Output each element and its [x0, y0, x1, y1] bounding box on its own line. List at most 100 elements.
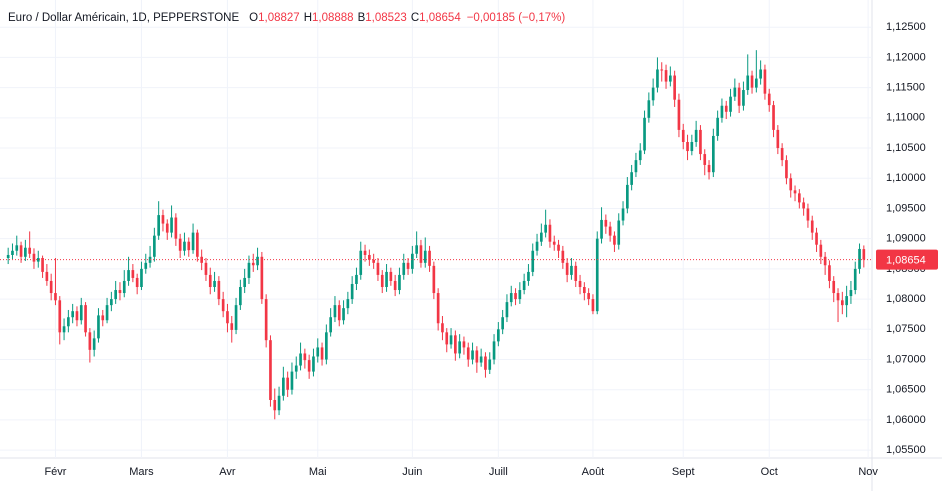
candle-body	[462, 341, 466, 348]
candle-body	[230, 323, 234, 330]
candle-body	[105, 305, 109, 321]
candle-body	[316, 347, 320, 357]
candle-body	[294, 365, 298, 372]
candle-body	[243, 277, 246, 288]
candle-body	[716, 117, 719, 136]
candle-body	[41, 258, 44, 272]
y-tick-label: 1,11000	[886, 112, 925, 124]
candle-body	[204, 262, 208, 275]
candle-body	[853, 268, 857, 291]
candle-body	[329, 317, 332, 333]
x-tick-label: Févr	[44, 466, 66, 478]
candle-body	[595, 238, 599, 312]
candle-body	[226, 311, 229, 324]
ohlc-key: B	[358, 12, 366, 24]
candle-body	[755, 78, 758, 88]
x-tick-label: Nov	[858, 466, 878, 478]
candle-body	[690, 141, 694, 152]
candle-body	[432, 265, 436, 294]
candle-body	[509, 293, 513, 303]
candle-body	[802, 202, 805, 209]
candle-body	[376, 262, 380, 275]
candle-body	[819, 244, 823, 257]
candle-body	[170, 217, 173, 233]
candle-body	[260, 256, 264, 300]
candle-body	[810, 220, 814, 233]
candle-body	[402, 262, 406, 275]
candle-body	[135, 277, 139, 288]
candle-body	[535, 241, 539, 251]
y-tick-label: 1,08000	[886, 293, 926, 305]
x-tick-label: Juin	[402, 466, 422, 478]
candle-body	[118, 290, 122, 294]
y-tick-label: 1,12000	[886, 51, 926, 63]
y-tick-label: 1,11500	[886, 82, 925, 94]
candle-body	[720, 105, 724, 118]
candle-body	[157, 215, 160, 236]
candle-body	[144, 262, 148, 269]
candle-body	[712, 135, 715, 173]
candle-body	[600, 219, 603, 239]
y-tick-label: 1,07500	[886, 323, 926, 335]
candle-body	[454, 335, 457, 354]
candle-body	[828, 265, 831, 281]
ohlc-key: O	[249, 12, 258, 24]
candle-body	[393, 280, 397, 291]
candle-body	[737, 87, 741, 106]
candle-body	[419, 245, 423, 263]
candle-body	[363, 250, 367, 255]
candle-body	[849, 290, 853, 297]
candle-body	[763, 69, 767, 94]
candle-body	[239, 287, 242, 306]
candle-body	[264, 299, 268, 341]
y-tick-label: 1,12500	[886, 21, 926, 33]
candle-body	[677, 99, 681, 130]
candle-body	[58, 300, 62, 333]
candle-body	[337, 305, 341, 321]
candle-body	[750, 75, 754, 88]
candle-body	[686, 141, 689, 152]
chart-title: Euro / Dollar Américain, 1D, PEPPERSTONE	[8, 12, 239, 24]
candle-body	[333, 305, 337, 318]
candle-body	[423, 250, 427, 263]
candle-body	[355, 274, 358, 284]
candle-body	[449, 335, 453, 345]
candle-body	[389, 271, 393, 281]
candle-body	[492, 341, 496, 360]
y-tick-label: 1,06000	[886, 414, 926, 426]
candle-body	[570, 265, 573, 275]
candle-body	[187, 241, 191, 251]
candle-body	[131, 270, 135, 278]
candle-body	[101, 315, 105, 321]
candle-body	[488, 359, 492, 370]
candle-body	[578, 280, 582, 288]
candle-body	[161, 215, 165, 224]
candle-body	[660, 69, 664, 71]
x-tick-label: Juill	[489, 466, 508, 478]
candle-body	[273, 399, 277, 411]
candles	[0, 50, 872, 420]
x-tick-label: Avr	[219, 466, 236, 478]
candle-body	[45, 271, 49, 281]
candle-body	[28, 247, 32, 254]
candle-body	[153, 235, 156, 257]
candle-body	[458, 341, 461, 354]
y-tick-label: 1,06500	[886, 384, 926, 396]
ohlc-value: 1,08654	[419, 12, 461, 24]
candle-body	[441, 323, 444, 333]
candle-body	[587, 293, 590, 300]
candle-body	[217, 280, 221, 300]
candle-body	[178, 238, 182, 251]
candle-body	[436, 293, 440, 324]
candle-body	[24, 247, 27, 257]
ohlc-key: H	[304, 12, 312, 24]
candle-body	[286, 377, 289, 390]
candle-body	[385, 271, 388, 288]
candle-body	[845, 296, 848, 306]
candle-body	[411, 253, 414, 269]
candle-body	[79, 305, 83, 321]
candle-body	[428, 250, 431, 266]
candle-body	[49, 280, 53, 294]
candle-body	[527, 271, 530, 281]
